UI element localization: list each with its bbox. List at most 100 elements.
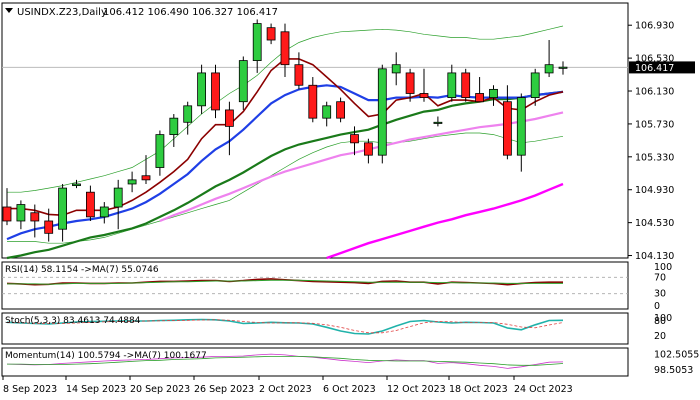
bull-candle-body: [391, 64, 401, 74]
bear-candle-body: [211, 72, 220, 111]
chart-header: USINDX.Z23,Daily 106.412 106.490 106.327…: [5, 7, 278, 18]
moving-average-lines: [6, 25, 564, 260]
bull-candle-body: [197, 72, 207, 107]
stoch-series-1: [6, 319, 564, 334]
bull-candle-body: [447, 72, 457, 98]
indicator-line-6: [326, 182, 564, 260]
bull-candle-body: [58, 187, 67, 230]
momentum-panel: 102.5055 98.5053 Momentum(14) 100.5794 ->M…: [5, 349, 699, 375]
price-axis: 106.930 106.530 106.130 105.730 105.330 104.9…: [628, 21, 674, 262]
momentum-level-label: 102.5055: [654, 349, 699, 360]
indicator-line-2: [6, 90, 564, 260]
price-tick-label: 106.130: [635, 87, 674, 98]
bull-candle-body: [72, 183, 81, 187]
price-tick-label: 104.530: [635, 218, 674, 229]
stoch-level-label: 80: [654, 316, 666, 327]
bull-candle-body: [489, 88, 498, 98]
rsi-level-label: 30: [654, 289, 666, 300]
candlesticks: [2, 19, 568, 242]
bear-candle-body: [461, 72, 471, 98]
time-tick-label: 18 Oct 2023: [449, 384, 508, 395]
last-price-label: 106.417: [635, 63, 674, 74]
time-tick-label: 2 Oct 2023: [259, 384, 312, 395]
price-tick-label: 106.930: [635, 21, 674, 32]
momentum-panel-frame: [1, 347, 629, 377]
time-tick-label: 26 Sep 2023: [194, 384, 254, 395]
bull-candle-body: [238, 60, 248, 103]
momentum-level-label: 98.5053: [654, 365, 693, 376]
time-tick-label: 24 Oct 2023: [514, 384, 573, 395]
rsi-panel-frame: [1, 261, 629, 310]
bear-candle-body: [475, 93, 485, 103]
time-axis: 8 Sep 2023 14 Sep 2023 20 Sep 2023 26 Sep 2…: [2, 376, 573, 395]
rsi-level-label: 100: [654, 262, 672, 273]
bull-candle-body: [99, 206, 109, 218]
chart-title: USINDX.Z23,Daily: [17, 7, 107, 18]
last-price-marker: 106.417: [629, 61, 695, 74]
ohlc-values: 106.412 106.490 106.327 106.417: [103, 7, 278, 18]
bull-candle-body: [252, 23, 262, 61]
price-tick-label: 106.530: [635, 54, 674, 65]
bull-candle-body: [377, 68, 387, 156]
bear-candle-body: [280, 31, 290, 66]
bear-candle-body: [405, 72, 415, 94]
price-tick-label: 105.730: [635, 119, 674, 130]
bear-candle-body: [266, 27, 276, 41]
stoch-level-label: 20: [654, 331, 666, 342]
bear-candle-body: [86, 191, 95, 218]
rsi-level-label: 0: [654, 301, 660, 312]
indicator-line-5: [159, 111, 564, 223]
bear-candle-body: [363, 142, 373, 156]
bear-candle-body: [502, 101, 512, 156]
price-tick-label: 105.330: [635, 152, 674, 163]
bull-candle-body: [516, 97, 526, 156]
last-price-box: [629, 61, 695, 74]
price-tick-label: 104.930: [635, 185, 674, 196]
bull-candle-body: [113, 187, 123, 208]
bear-candle-body: [2, 206, 12, 222]
price-tick-label: 104.130: [635, 251, 674, 262]
main-panel-frame: [1, 2, 629, 259]
momentum-title: Momentum(14) 100.5794 ->MA(7) 100.1677: [5, 351, 207, 361]
time-tick-label: 12 Oct 2023: [387, 384, 446, 395]
bull-candle-body: [530, 72, 540, 98]
rsi-series-1: [7, 279, 563, 285]
time-tick-label: 14 Sep 2023: [66, 384, 126, 395]
bull-candle-body: [183, 105, 193, 123]
bear-candle-body: [30, 212, 40, 222]
bull-candle-body: [169, 117, 179, 136]
bull-candle-body: [322, 105, 332, 119]
bull-candle-body: [16, 204, 26, 222]
bear-candle-body: [350, 134, 359, 144]
stoch-title: Stoch(5,3,3) 83.4613 74.4884: [5, 316, 141, 326]
time-tick-label: 20 Sep 2023: [130, 384, 190, 395]
rsi-level-label: 70: [654, 272, 666, 283]
caret-down-icon: [5, 8, 13, 13]
time-tick-label: 6 Oct 2023: [323, 384, 376, 395]
indicator-line-3: [6, 84, 564, 241]
momentum-series-0: [6, 353, 564, 369]
bear-candle-body: [141, 175, 151, 181]
bear-candle-body: [294, 64, 304, 86]
bull-candle-body: [558, 66, 568, 69]
bear-candle-body: [336, 101, 346, 119]
indicator-line-1: [7, 132, 564, 244]
time-tick-label: 8 Sep 2023: [3, 384, 57, 395]
bull-candle-body: [127, 179, 137, 185]
rsi-title: RSI(14) 58.1154 ->MA(7) 55.0746: [5, 265, 159, 275]
bear-candle-body: [44, 220, 54, 234]
bull-candle-body: [433, 121, 443, 124]
stoch-panel-frame: [1, 312, 629, 345]
bull-candle-body: [544, 64, 554, 74]
momentum-series-1: [7, 356, 564, 366]
bull-candle-body: [155, 134, 165, 168]
stoch-level-label: 100: [654, 313, 672, 324]
bear-candle-body: [419, 93, 429, 98]
bear-candle-body: [224, 109, 234, 127]
bear-candle-body: [308, 84, 318, 119]
